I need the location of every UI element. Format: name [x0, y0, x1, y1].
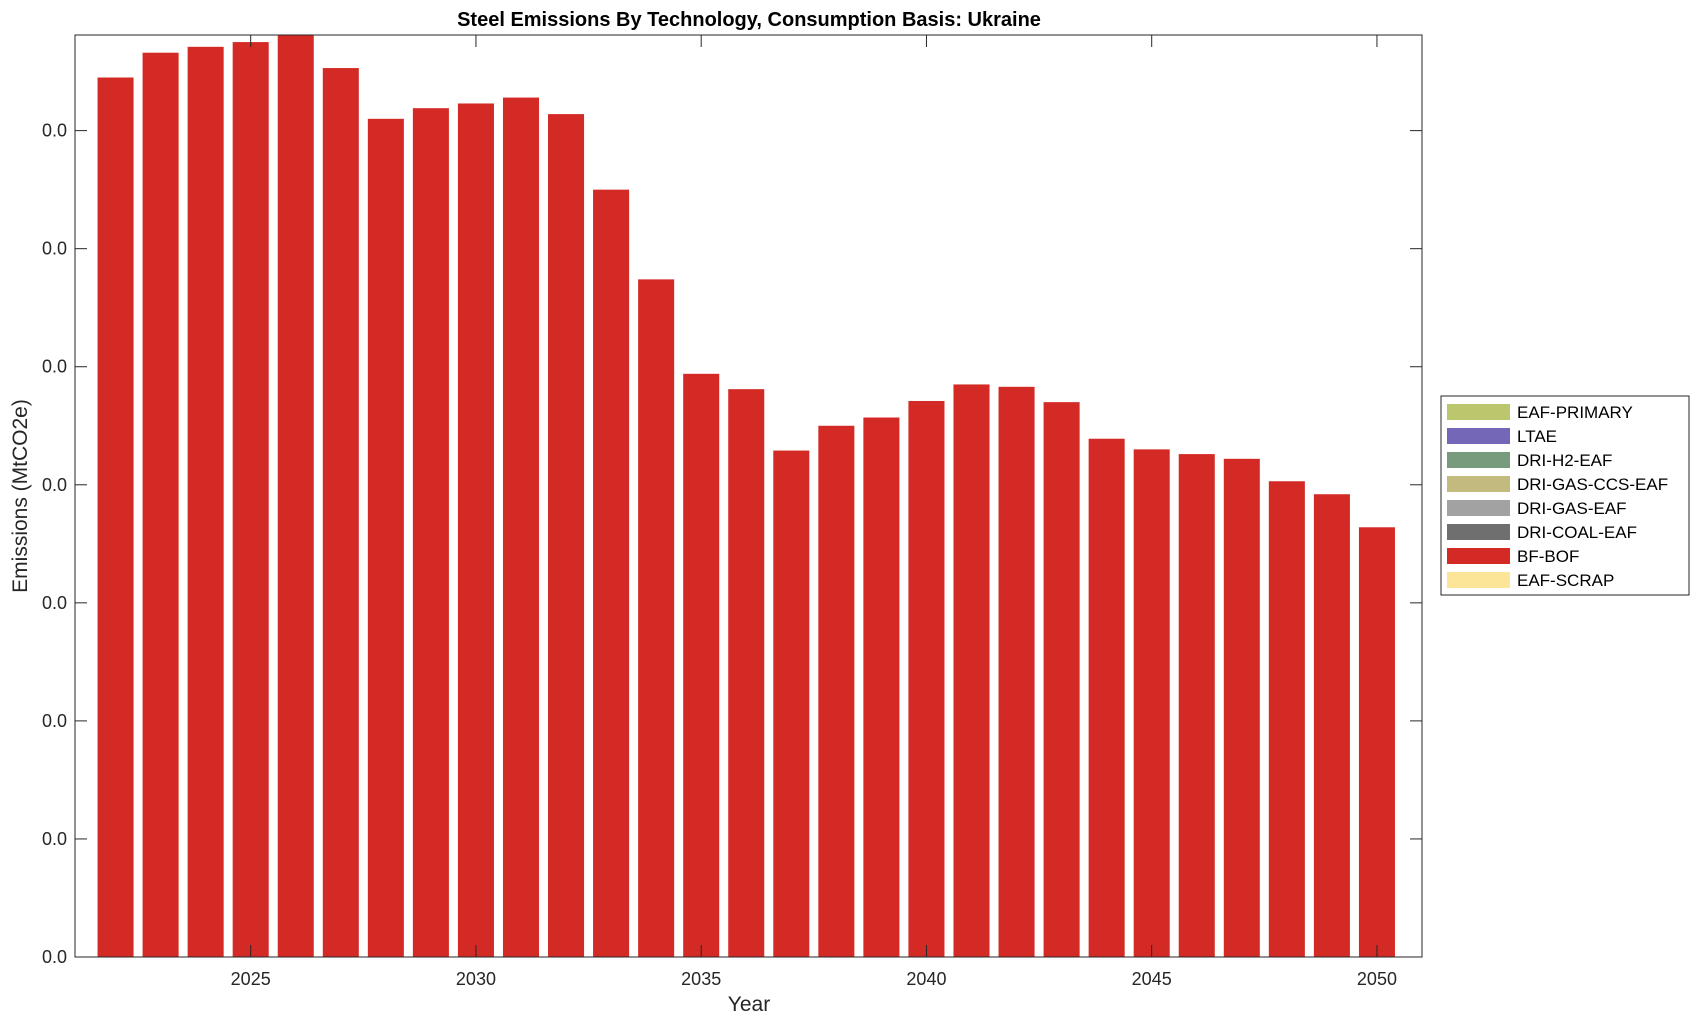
bar-bf-bof-2041 [953, 384, 990, 957]
legend-swatch-dri-gas-ccs-eaf [1447, 476, 1510, 492]
x-tick-label: 2050 [1357, 969, 1397, 989]
bar-bf-bof-2030 [457, 103, 494, 957]
bar-bf-bof-2029 [412, 108, 449, 957]
bar-bf-bof-2024 [187, 46, 224, 958]
y-tick-label: 0.0 [42, 239, 67, 259]
legend-label-dri-gas-eaf: DRI-GAS-EAF [1517, 499, 1627, 518]
y-tick-label: 0.0 [42, 475, 67, 495]
y-tick-label: 0.0 [42, 829, 67, 849]
bar-bf-bof-2022 [97, 77, 134, 957]
x-tick-label: 2025 [231, 969, 271, 989]
bars-group [97, 35, 1395, 958]
x-axis-label: Year [728, 993, 770, 1016]
bar-bf-bof-2046 [1178, 454, 1215, 957]
legend-label-dri-coal-eaf: DRI-COAL-EAF [1517, 523, 1637, 542]
legend-swatch-eaf-scrap [1447, 572, 1510, 588]
bar-bf-bof-2031 [502, 97, 540, 958]
bar-bf-bof-2045 [1133, 449, 1170, 957]
y-tick-label: 0.0 [42, 121, 67, 141]
legend-swatch-dri-gas-eaf [1447, 500, 1510, 516]
legend-swatch-dri-h2-eaf [1447, 452, 1510, 468]
x-tick-label: 2045 [1132, 969, 1172, 989]
bar-bf-bof-2050 [1358, 527, 1395, 957]
bar-bf-bof-2040 [908, 400, 945, 958]
y-tick-label: 0.0 [42, 711, 67, 731]
legend-swatch-ltae [1447, 428, 1510, 444]
legend-items: EAF-PRIMARY LTAE DRI-H2-EAF DRI-GAS-CCS-EAF… [1447, 403, 1668, 590]
bar-bf-bof-2025 [232, 42, 269, 957]
legend-label-bf-bof: BF-BOF [1517, 547, 1579, 566]
bar-bf-bof-2027 [322, 68, 359, 958]
bar-bf-bof-2048 [1268, 481, 1305, 957]
x-tick-label: 2035 [681, 969, 721, 989]
bar-bf-bof-2028 [367, 118, 404, 958]
x-tick-label: 2040 [906, 969, 946, 989]
bar-bf-bof-2026 [277, 35, 314, 957]
y-tick-label: 0.0 [42, 357, 67, 377]
legend-swatch-eaf-primary [1447, 404, 1510, 420]
legend-label-dri-gas-ccs-eaf: DRI-GAS-CCS-EAF [1517, 475, 1668, 494]
bar-bf-bof-2039 [863, 417, 900, 957]
legend-swatch-bf-bof [1447, 548, 1510, 564]
bar-bf-bof-2047 [1223, 458, 1260, 957]
bar-bf-bof-2038 [818, 425, 855, 957]
legend-swatch-dri-coal-eaf [1447, 524, 1510, 540]
legend-label-eaf-primary: EAF-PRIMARY [1517, 403, 1633, 422]
bar-bf-bof-2049 [1313, 494, 1350, 957]
bar-bf-bof-2036 [728, 389, 765, 957]
legend: EAF-PRIMARY LTAE DRI-H2-EAF DRI-GAS-CCS-EAF… [1440, 395, 1690, 596]
bar-bf-bof-2044 [1088, 438, 1125, 958]
legend-label-eaf-scrap: EAF-SCRAP [1517, 571, 1614, 590]
plot-frame [74, 34, 1423, 958]
bar-bf-bof-2034 [638, 279, 675, 957]
bar-bf-bof-2032 [548, 114, 585, 958]
bar-bf-bof-2023 [142, 52, 179, 957]
bar-bf-bof-2035 [683, 373, 720, 957]
chart-title: Steel Emissions By Technology, Consumpti… [457, 9, 1041, 31]
legend-label-dri-h2-eaf: DRI-H2-EAF [1517, 451, 1612, 470]
bar-bf-bof-2037 [773, 450, 810, 957]
bar-bf-bof-2043 [1043, 402, 1080, 958]
x-axis-ticks: 2025 2030 2035 2040 2045 2050 [231, 35, 1397, 989]
bar-bf-bof-2033 [593, 189, 630, 957]
legend-label-ltae: LTAE [1517, 427, 1557, 446]
y-axis-label: Emissions (MtCO2e) [9, 399, 32, 593]
y-tick-label: 0.0 [42, 947, 67, 967]
y-tick-label: 0.0 [42, 593, 67, 613]
bar-bf-bof-2042 [998, 386, 1035, 957]
y-axis-ticks: 0.0 0.0 0.0 0.0 0.0 0.0 0.0 0.0 [42, 121, 1422, 967]
x-tick-label: 2030 [456, 969, 496, 989]
